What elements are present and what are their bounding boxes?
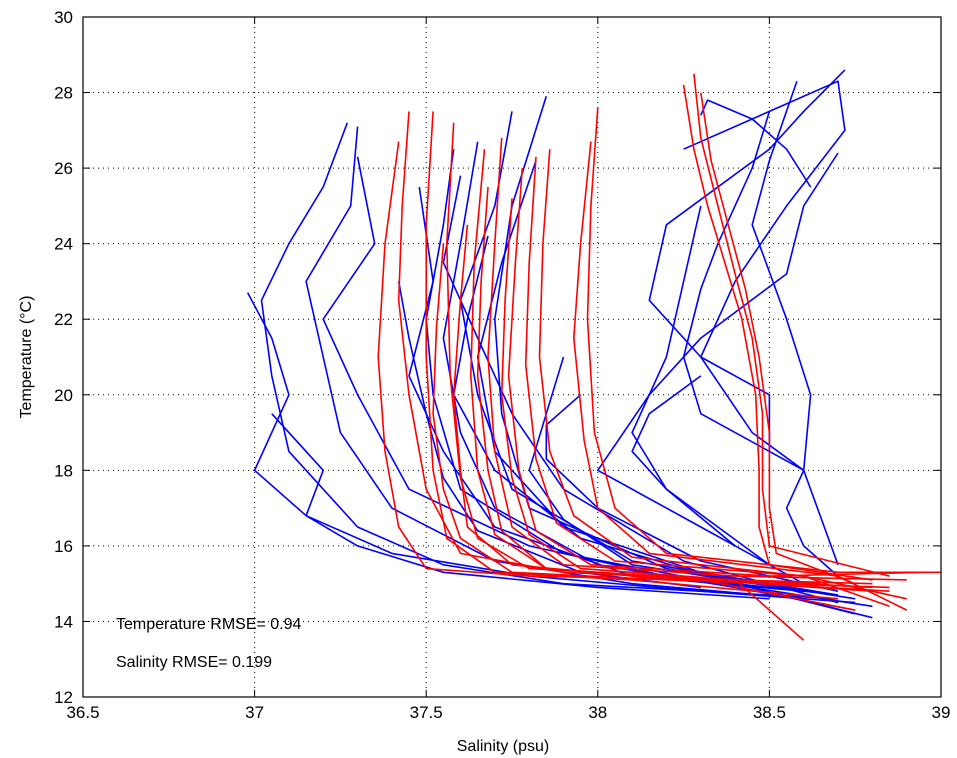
model-profile-line	[693, 73, 890, 577]
y-axis-label: Temperature (°C)	[18, 296, 35, 419]
model-profile-line	[538, 149, 890, 608]
y-tick-label: 16	[54, 537, 73, 556]
y-tick-label: 24	[54, 235, 73, 254]
annotation-salinity-rmse: Salinity RMSE= 0.199	[116, 654, 272, 671]
model-profile-line	[500, 198, 805, 641]
observed-profile-line	[631, 375, 770, 566]
observed-profile-line	[545, 394, 839, 592]
observed-profile-line	[751, 80, 839, 566]
annotation-temperature-rmse: Temperature RMSE= 0.94	[116, 616, 302, 633]
observed-profile-line	[271, 413, 770, 600]
x-tick-label: 39	[932, 703, 951, 722]
y-tick-label: 28	[54, 84, 73, 103]
observed-profile-line	[459, 111, 839, 596]
observed-profile-line	[682, 111, 839, 577]
model-profile-line	[476, 186, 856, 611]
model-profile-line	[425, 111, 839, 600]
model-profile-line	[487, 137, 907, 581]
model-profile-line	[572, 141, 908, 611]
y-tick-label: 20	[54, 386, 73, 405]
y-tick-label: 14	[54, 612, 73, 631]
y-tick-label: 18	[54, 461, 73, 480]
observed-profile-line	[322, 156, 839, 596]
data-series	[246, 69, 941, 641]
axis-ticks: 36.5 37 37.5 38 38.5 39 12 14 16 18 20 22 24 26 28 30	[54, 8, 950, 722]
model-profile-line	[682, 84, 873, 581]
y-tick-label: 26	[54, 159, 73, 178]
model-profile-line	[524, 156, 907, 600]
observed-profile-line	[683, 80, 846, 471]
model-profile-line	[586, 107, 941, 574]
x-tick-label: 37	[245, 703, 264, 722]
plot-frame	[82, 16, 942, 698]
observed-profile-line	[260, 122, 839, 600]
model-profile-line	[432, 243, 890, 589]
y-tick-label: 12	[54, 688, 73, 707]
observed-profile-line	[305, 126, 804, 600]
y-tick-label: 30	[54, 8, 73, 27]
observed-profile-line	[700, 99, 812, 188]
y-tick-label: 22	[54, 310, 73, 329]
x-axis-label: Salinity (psu)	[457, 738, 549, 755]
model-profile-line	[377, 141, 873, 592]
x-tick-label: 36.5	[66, 703, 99, 722]
observed-profile-line	[452, 235, 856, 615]
observed-profile-line	[408, 186, 804, 592]
observed-profile-line	[648, 69, 846, 452]
model-profile-line	[507, 168, 924, 577]
observed-profile-line	[631, 205, 736, 547]
model-profile-line	[452, 224, 821, 585]
model-profile-line	[445, 122, 873, 589]
observed-profile-line	[596, 152, 839, 585]
observed-profile-line	[476, 160, 873, 619]
model-profile-line	[700, 92, 856, 585]
x-tick-label: 38	[588, 703, 607, 722]
x-tick-label: 38.5	[753, 703, 786, 722]
x-tick-label: 37.5	[410, 703, 443, 722]
